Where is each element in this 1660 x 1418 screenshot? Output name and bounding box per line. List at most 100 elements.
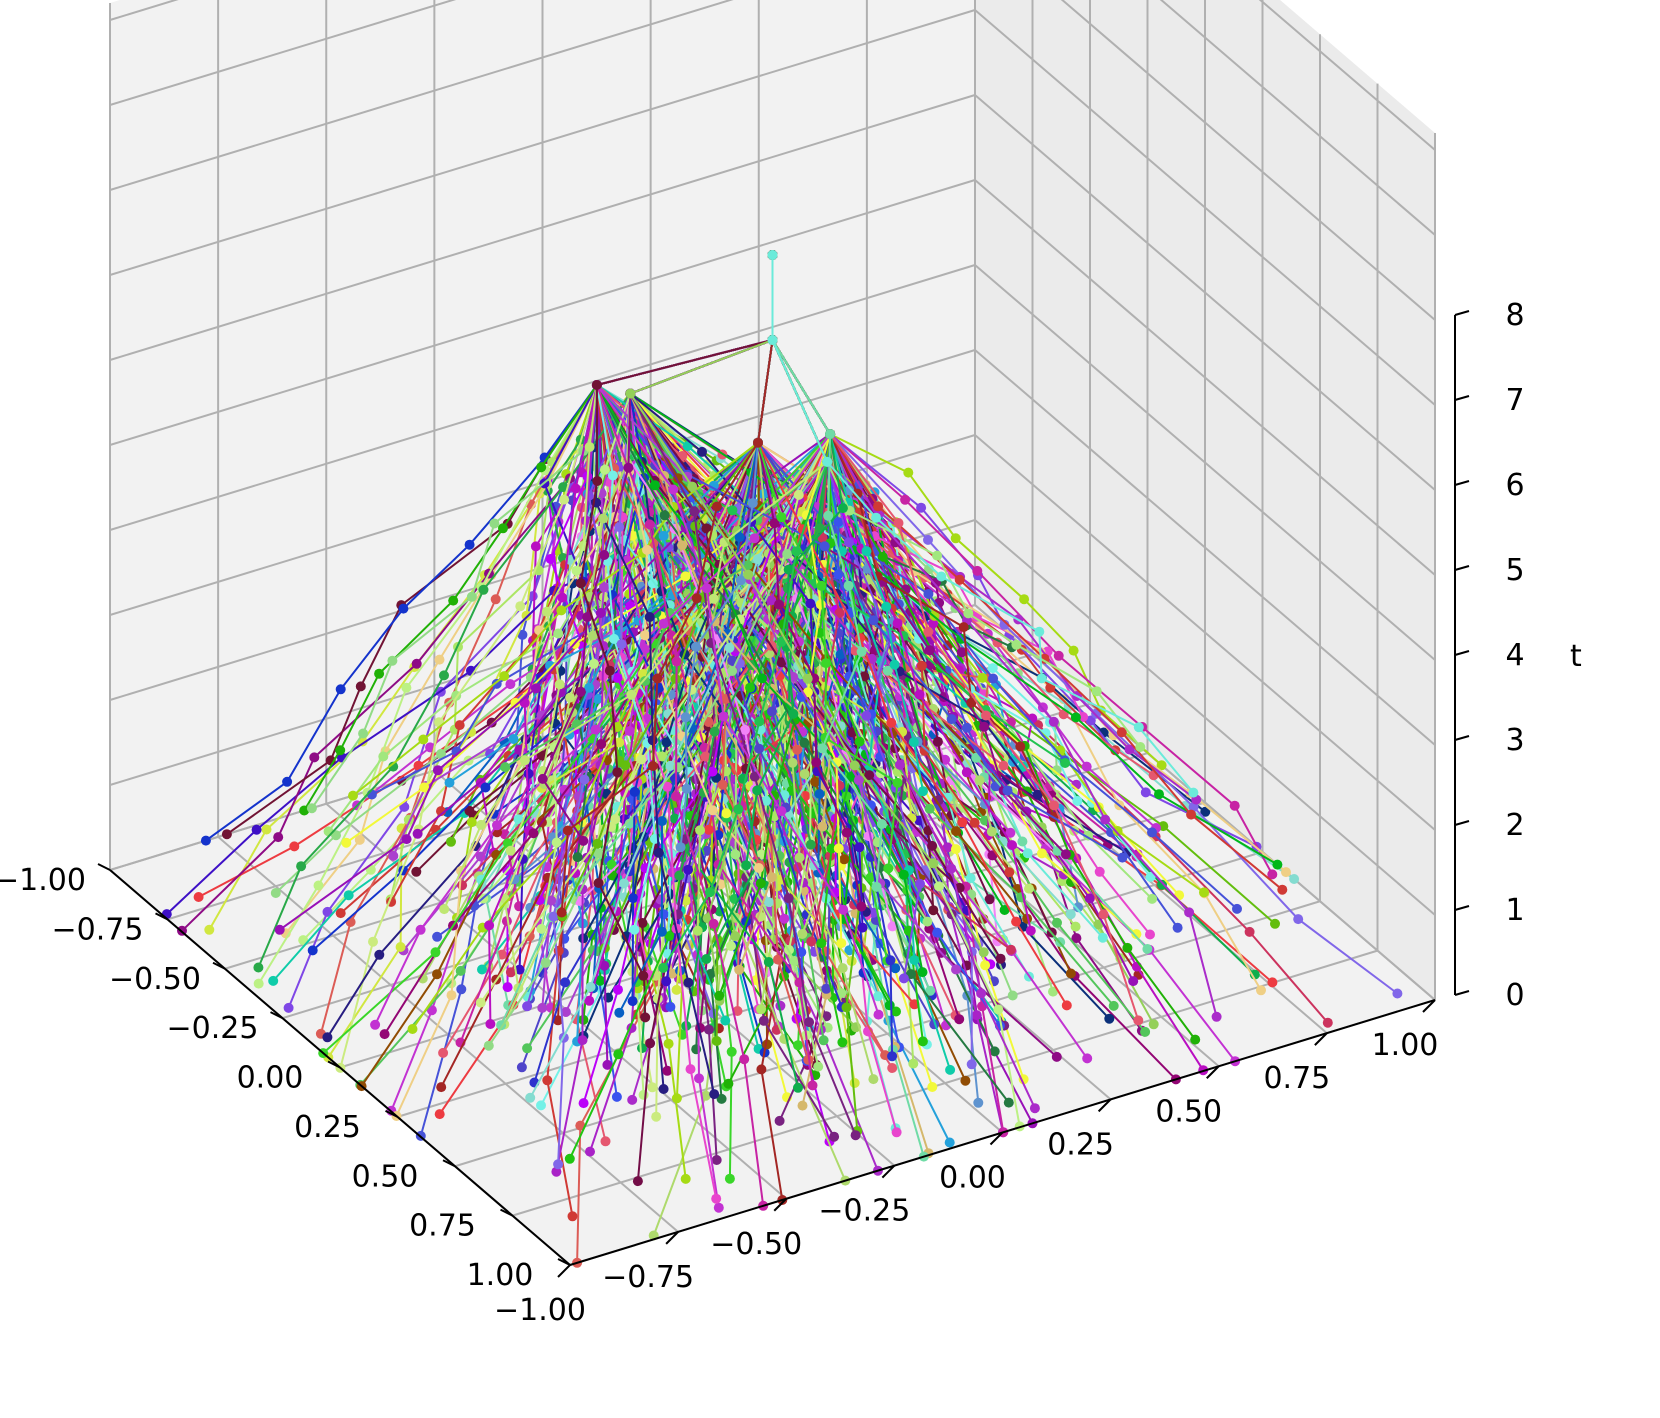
trajectory-point — [436, 748, 446, 759]
trajectory-point — [927, 1082, 938, 1092]
trajectory-point — [797, 1100, 808, 1111]
trajectory-point — [1048, 986, 1058, 997]
trajectory-point — [711, 1036, 722, 1046]
trajectory-point — [1073, 902, 1084, 913]
trajectory-point — [1097, 932, 1108, 943]
trajectory-point — [522, 1043, 533, 1054]
grid-line — [109, 179, 976, 446]
trajectory-point — [1156, 760, 1167, 771]
trajectory-point — [388, 761, 399, 772]
trajectory-point — [903, 467, 914, 478]
trajectory-point — [585, 1146, 595, 1157]
trajectory-point — [1322, 1017, 1333, 1028]
trajectory-point — [268, 975, 279, 986]
trajectory-point — [977, 672, 988, 683]
trajectory-point — [368, 936, 378, 947]
trajectory-point — [296, 861, 307, 872]
trajectory-point — [732, 1006, 743, 1016]
trajectory-point — [829, 1131, 840, 1142]
trajectory-point — [299, 805, 310, 816]
trajectory-point — [251, 824, 262, 835]
trajectory-point — [662, 1065, 673, 1076]
trajectory-point — [355, 681, 366, 692]
trajectory-point — [818, 1035, 829, 1046]
trajectory-point — [774, 1115, 785, 1126]
trajectory-point — [1065, 909, 1076, 920]
trajectory-point — [997, 836, 1008, 847]
trajectory-point — [950, 844, 961, 855]
trajectory-point — [1131, 929, 1142, 940]
trajectory-point — [1084, 893, 1095, 904]
trajectory-point — [536, 1100, 546, 1111]
trajectory-point — [536, 462, 547, 473]
trajectory-point — [703, 1024, 714, 1035]
trajectory-point — [200, 835, 211, 846]
trajectory-point — [1068, 645, 1079, 656]
trajectory-point — [680, 1173, 691, 1184]
trajectory-point — [911, 827, 922, 837]
trajectory-point — [505, 679, 516, 690]
trajectory-point — [273, 832, 284, 843]
grid-line — [974, 9, 1436, 406]
grid-line — [109, 94, 976, 361]
grid-line — [974, 94, 1436, 491]
trajectory-point — [1053, 650, 1064, 661]
trajectory-point — [505, 967, 516, 978]
trajectory-point — [632, 1176, 643, 1187]
trajectory-point — [1094, 866, 1105, 877]
trajectory-point — [374, 668, 385, 679]
trajectory-point — [726, 1046, 737, 1057]
trajectory-point — [821, 983, 832, 994]
trajectory-point — [501, 916, 512, 927]
trajectory-point — [491, 678, 502, 689]
trajectory-point — [972, 565, 983, 576]
trajectory-point — [595, 975, 606, 986]
trajectory-point — [322, 1032, 333, 1043]
trajectory-point — [1140, 787, 1151, 798]
trajectory-point — [490, 594, 501, 605]
trajectory-point — [307, 945, 318, 956]
trajectory-point — [221, 829, 232, 840]
trajectory-point — [542, 1075, 553, 1086]
trajectory-point — [524, 931, 535, 942]
trajectory-point — [446, 836, 456, 847]
trajectory-point — [919, 865, 930, 876]
trajectory-point — [658, 1084, 669, 1094]
trajectory-point — [388, 850, 399, 861]
trajectory-point — [513, 814, 524, 825]
trajectory-point — [730, 931, 741, 942]
trajectory-point — [1289, 874, 1300, 884]
trajectory-point — [464, 805, 475, 816]
trajectory-point — [521, 610, 532, 621]
trajectory-point — [832, 870, 843, 881]
trajectory-point — [917, 1036, 928, 1047]
grid-line — [109, 0, 457, 106]
trajectory-point — [523, 768, 534, 779]
trajectory-point — [987, 663, 998, 674]
trajectory-point — [928, 618, 939, 629]
trajectory-point — [464, 539, 475, 550]
trajectory-point — [559, 494, 570, 505]
trajectory-point — [932, 736, 943, 747]
trajectory-point — [283, 1002, 294, 1013]
trajectory-point — [1017, 836, 1028, 847]
trajectory-point — [1070, 921, 1081, 932]
trajectory-point — [599, 960, 610, 971]
trajectory-point — [517, 629, 528, 640]
trajectory-point — [522, 1001, 533, 1012]
trajectory-point — [965, 873, 976, 884]
trajectory-point — [793, 1040, 803, 1051]
trajectory-point — [1065, 968, 1076, 979]
trajectory-point — [331, 830, 341, 841]
trajectory-point — [560, 1007, 571, 1017]
trajectory-point — [401, 682, 412, 693]
trajectory-point — [792, 744, 803, 755]
trajectory-point — [438, 1047, 449, 1058]
grid-line — [974, 179, 1436, 576]
trajectory-point — [1145, 871, 1156, 882]
trajectory-point — [942, 792, 953, 803]
trajectory-point — [756, 1004, 766, 1015]
trajectory-point — [558, 482, 569, 493]
trajectory-point — [916, 502, 927, 513]
